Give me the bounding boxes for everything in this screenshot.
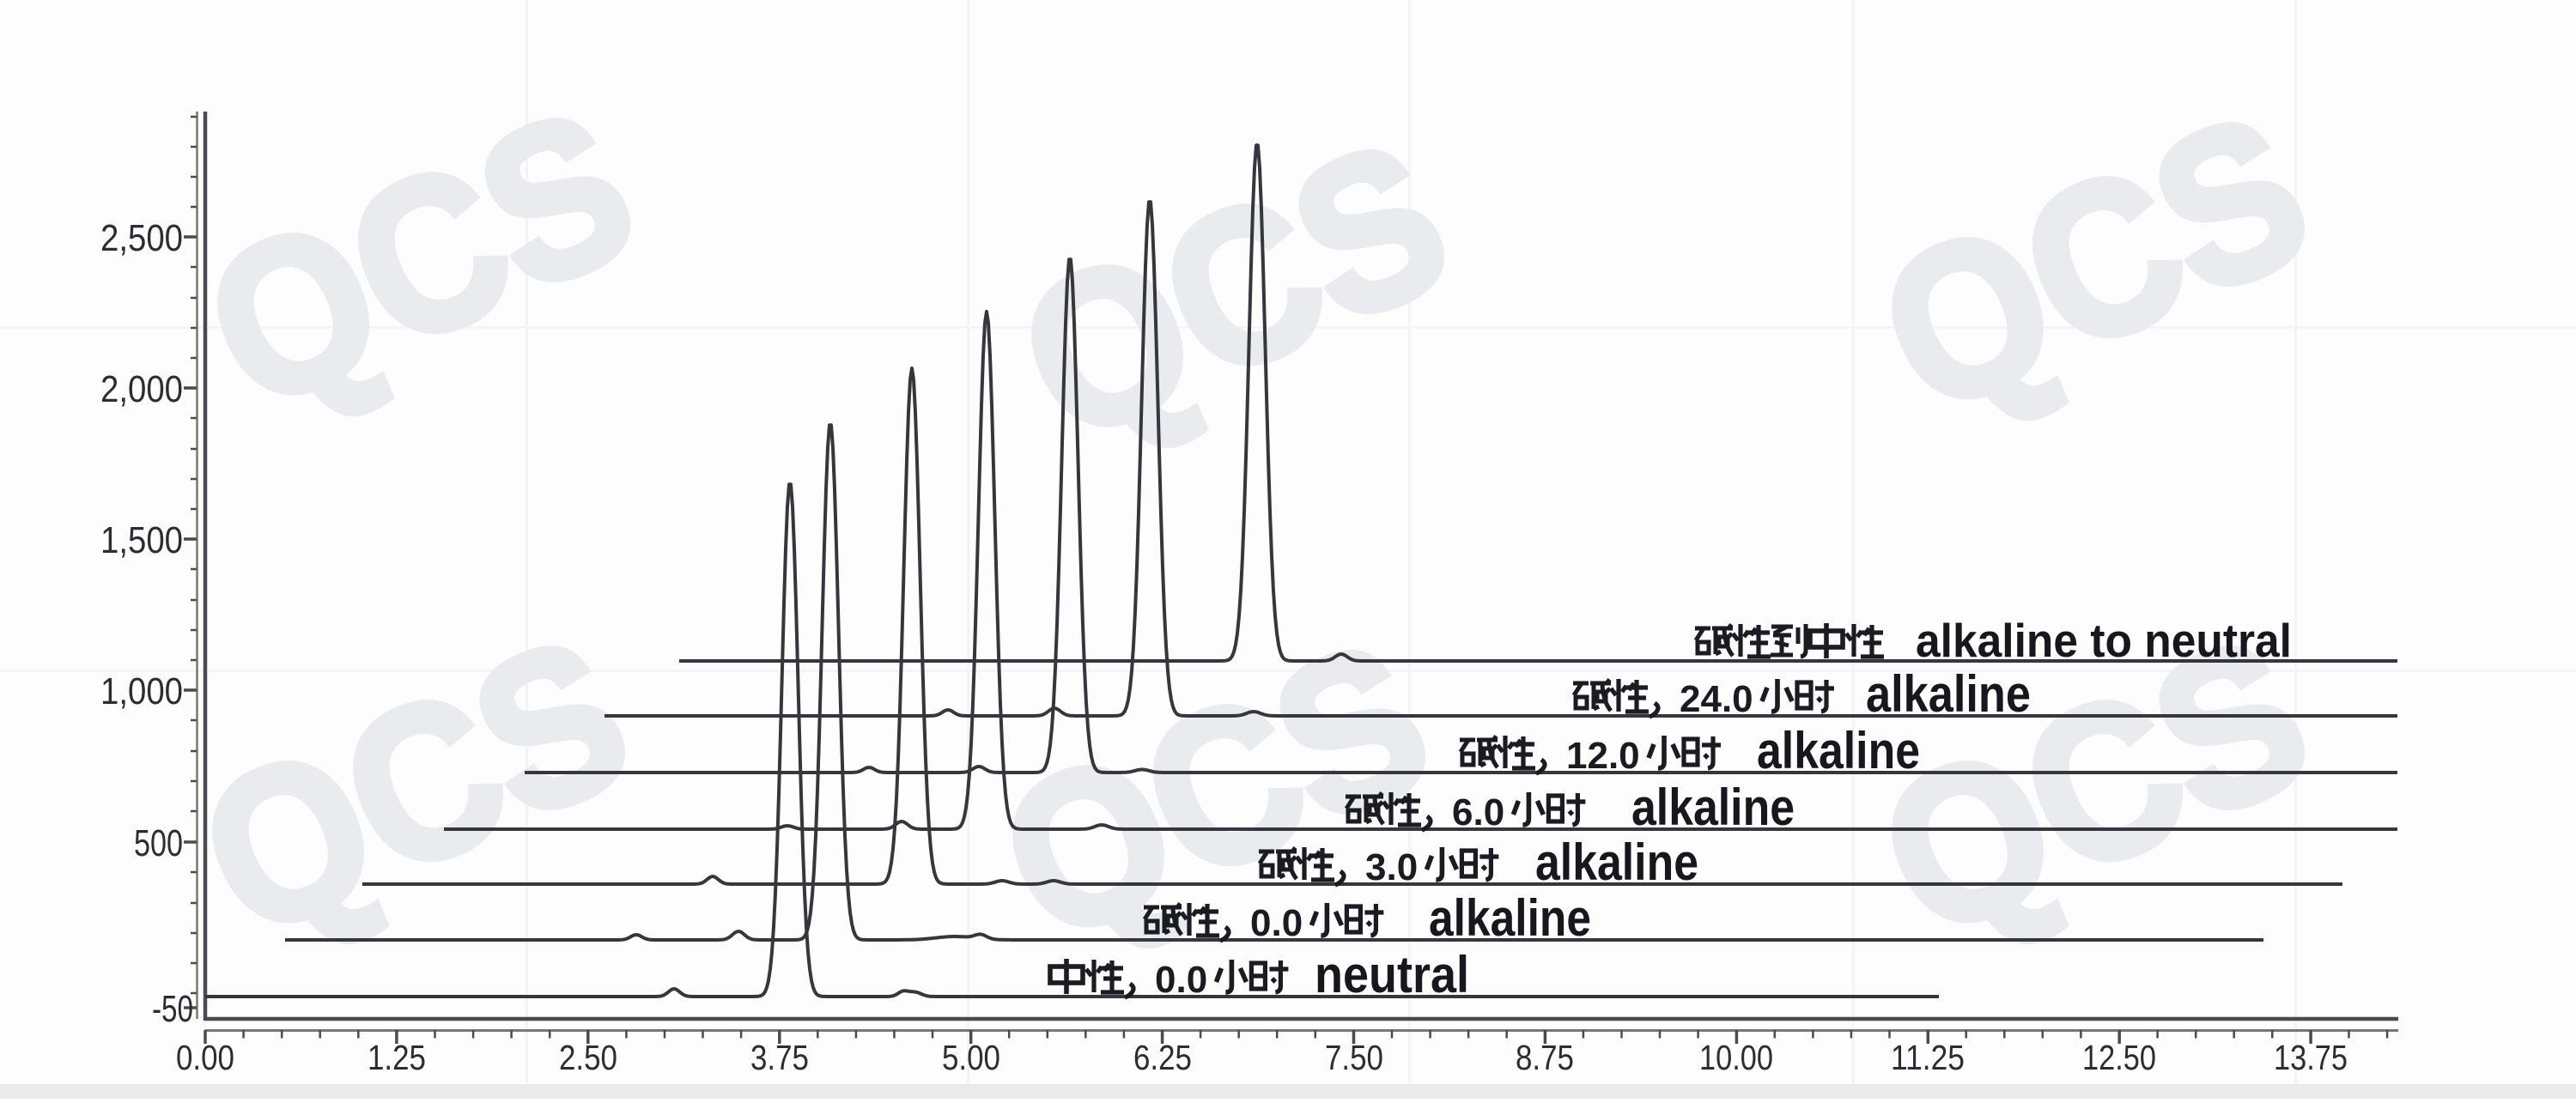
svg-text:1,000: 1,000 <box>100 670 183 712</box>
svg-text:24.0: 24.0 <box>1680 678 1753 720</box>
svg-text:13.75: 13.75 <box>2274 1038 2348 1077</box>
svg-text:0.00: 0.00 <box>176 1038 234 1077</box>
svg-text:6.0: 6.0 <box>1452 791 1504 833</box>
svg-text:alkaline to neutral: alkaline to neutral <box>1916 614 2292 667</box>
svg-text:8.75: 8.75 <box>1516 1038 1574 1077</box>
svg-text:11.25: 11.25 <box>1891 1038 1965 1077</box>
svg-text:2.50: 2.50 <box>559 1038 617 1077</box>
svg-text:12.50: 12.50 <box>2082 1038 2156 1077</box>
svg-text:alkaline: alkaline <box>1631 779 1795 836</box>
svg-text:3.75: 3.75 <box>750 1038 809 1077</box>
svg-text:5.00: 5.00 <box>942 1038 1000 1077</box>
svg-text:3.0: 3.0 <box>1365 846 1418 888</box>
svg-text:6.25: 6.25 <box>1133 1038 1192 1077</box>
svg-text:alkaline: alkaline <box>1429 889 1591 947</box>
svg-text:alkaline: alkaline <box>1535 833 1698 891</box>
svg-text:alkaline: alkaline <box>1757 722 1920 779</box>
svg-text:500: 500 <box>134 822 183 864</box>
svg-text:12.0: 12.0 <box>1566 735 1640 777</box>
svg-text:-50: -50 <box>152 988 193 1030</box>
svg-text:1,500: 1,500 <box>100 519 183 561</box>
svg-text:alkaline: alkaline <box>1866 665 2031 723</box>
svg-text:0.0: 0.0 <box>1155 959 1207 1001</box>
svg-text:0.0: 0.0 <box>1250 902 1303 944</box>
svg-text:10.00: 10.00 <box>1699 1038 1773 1077</box>
svg-text:2,500: 2,500 <box>100 217 183 259</box>
svg-text:neutral: neutral <box>1315 946 1469 1003</box>
svg-text:7.50: 7.50 <box>1325 1038 1383 1077</box>
svg-text:2,000: 2,000 <box>100 368 183 410</box>
svg-text:1.25: 1.25 <box>368 1038 426 1077</box>
